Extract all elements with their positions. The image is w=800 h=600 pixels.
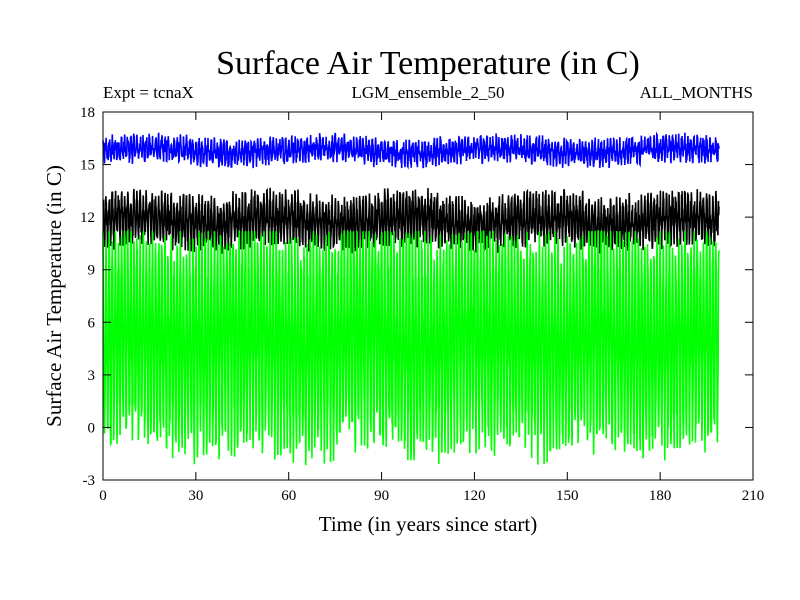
- x-tick-label: 0: [99, 488, 107, 504]
- y-tick-label: 15: [80, 158, 95, 174]
- series-line-3: [102, 228, 720, 466]
- subtitle-center: LGM_ensemble_2_50: [352, 83, 505, 102]
- series-layer: [102, 131, 720, 466]
- y-tick-label: 6: [88, 315, 96, 331]
- series-line-2: [102, 187, 720, 254]
- y-axis-label: Surface Air Temperature (in C): [42, 165, 66, 427]
- y-tick-label: 12: [80, 210, 95, 226]
- y-tick-label: 9: [88, 263, 96, 279]
- x-tick-label: 150: [556, 488, 579, 504]
- chart-title: Surface Air Temperature (in C): [216, 45, 640, 82]
- y-tick-label: 3: [88, 368, 96, 384]
- plot-frame: [102, 111, 754, 481]
- y-tick-label: -3: [83, 473, 96, 489]
- x-tick-label: 180: [649, 488, 672, 504]
- x-axis-label: Time (in years since start): [319, 512, 538, 536]
- y-tick-label: 0: [88, 420, 96, 436]
- x-tick-label: 120: [463, 488, 486, 504]
- subtitle-left: Expt = tcnaX: [103, 83, 194, 102]
- subtitle-right: ALL_MONTHS: [640, 83, 753, 102]
- x-tick-label: 60: [281, 488, 296, 504]
- x-tick-label: 30: [188, 488, 203, 504]
- y-tick-label: 18: [80, 105, 95, 121]
- x-tick-label: 90: [374, 488, 389, 504]
- series-line-1: [102, 131, 720, 170]
- x-tick-label: 210: [742, 488, 765, 504]
